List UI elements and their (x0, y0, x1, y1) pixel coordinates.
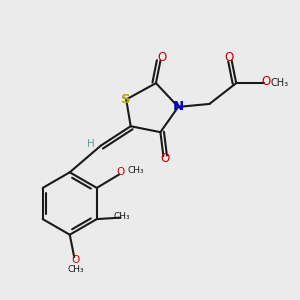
Text: CH₃: CH₃ (68, 265, 84, 274)
Text: S: S (122, 93, 131, 106)
Text: CH₃: CH₃ (271, 78, 289, 88)
Text: O: O (157, 51, 167, 64)
Text: N: N (173, 100, 184, 113)
Text: O: O (72, 255, 80, 265)
Text: O: O (160, 152, 170, 165)
Text: CH₃: CH₃ (114, 212, 130, 220)
Text: CH₃: CH₃ (127, 166, 144, 175)
Text: O: O (261, 75, 271, 88)
Text: H: H (87, 139, 94, 149)
Text: O: O (224, 51, 233, 64)
Text: O: O (116, 167, 125, 176)
